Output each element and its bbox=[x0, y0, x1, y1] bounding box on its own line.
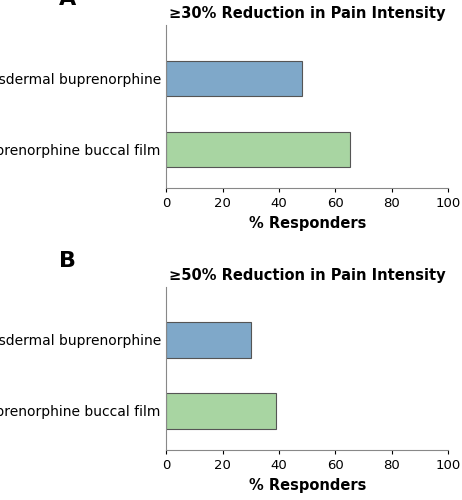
Title: ≥30% Reduction in Pain Intensity: ≥30% Reduction in Pain Intensity bbox=[169, 6, 445, 21]
X-axis label: % Responders: % Responders bbox=[249, 478, 366, 492]
Text: A: A bbox=[59, 0, 77, 9]
Bar bbox=[166, 393, 276, 428]
Bar bbox=[166, 132, 349, 167]
Bar bbox=[166, 322, 251, 358]
X-axis label: % Responders: % Responders bbox=[249, 216, 366, 231]
Bar bbox=[166, 60, 302, 96]
Title: ≥50% Reduction in Pain Intensity: ≥50% Reduction in Pain Intensity bbox=[169, 268, 445, 282]
Text: B: B bbox=[59, 250, 76, 270]
